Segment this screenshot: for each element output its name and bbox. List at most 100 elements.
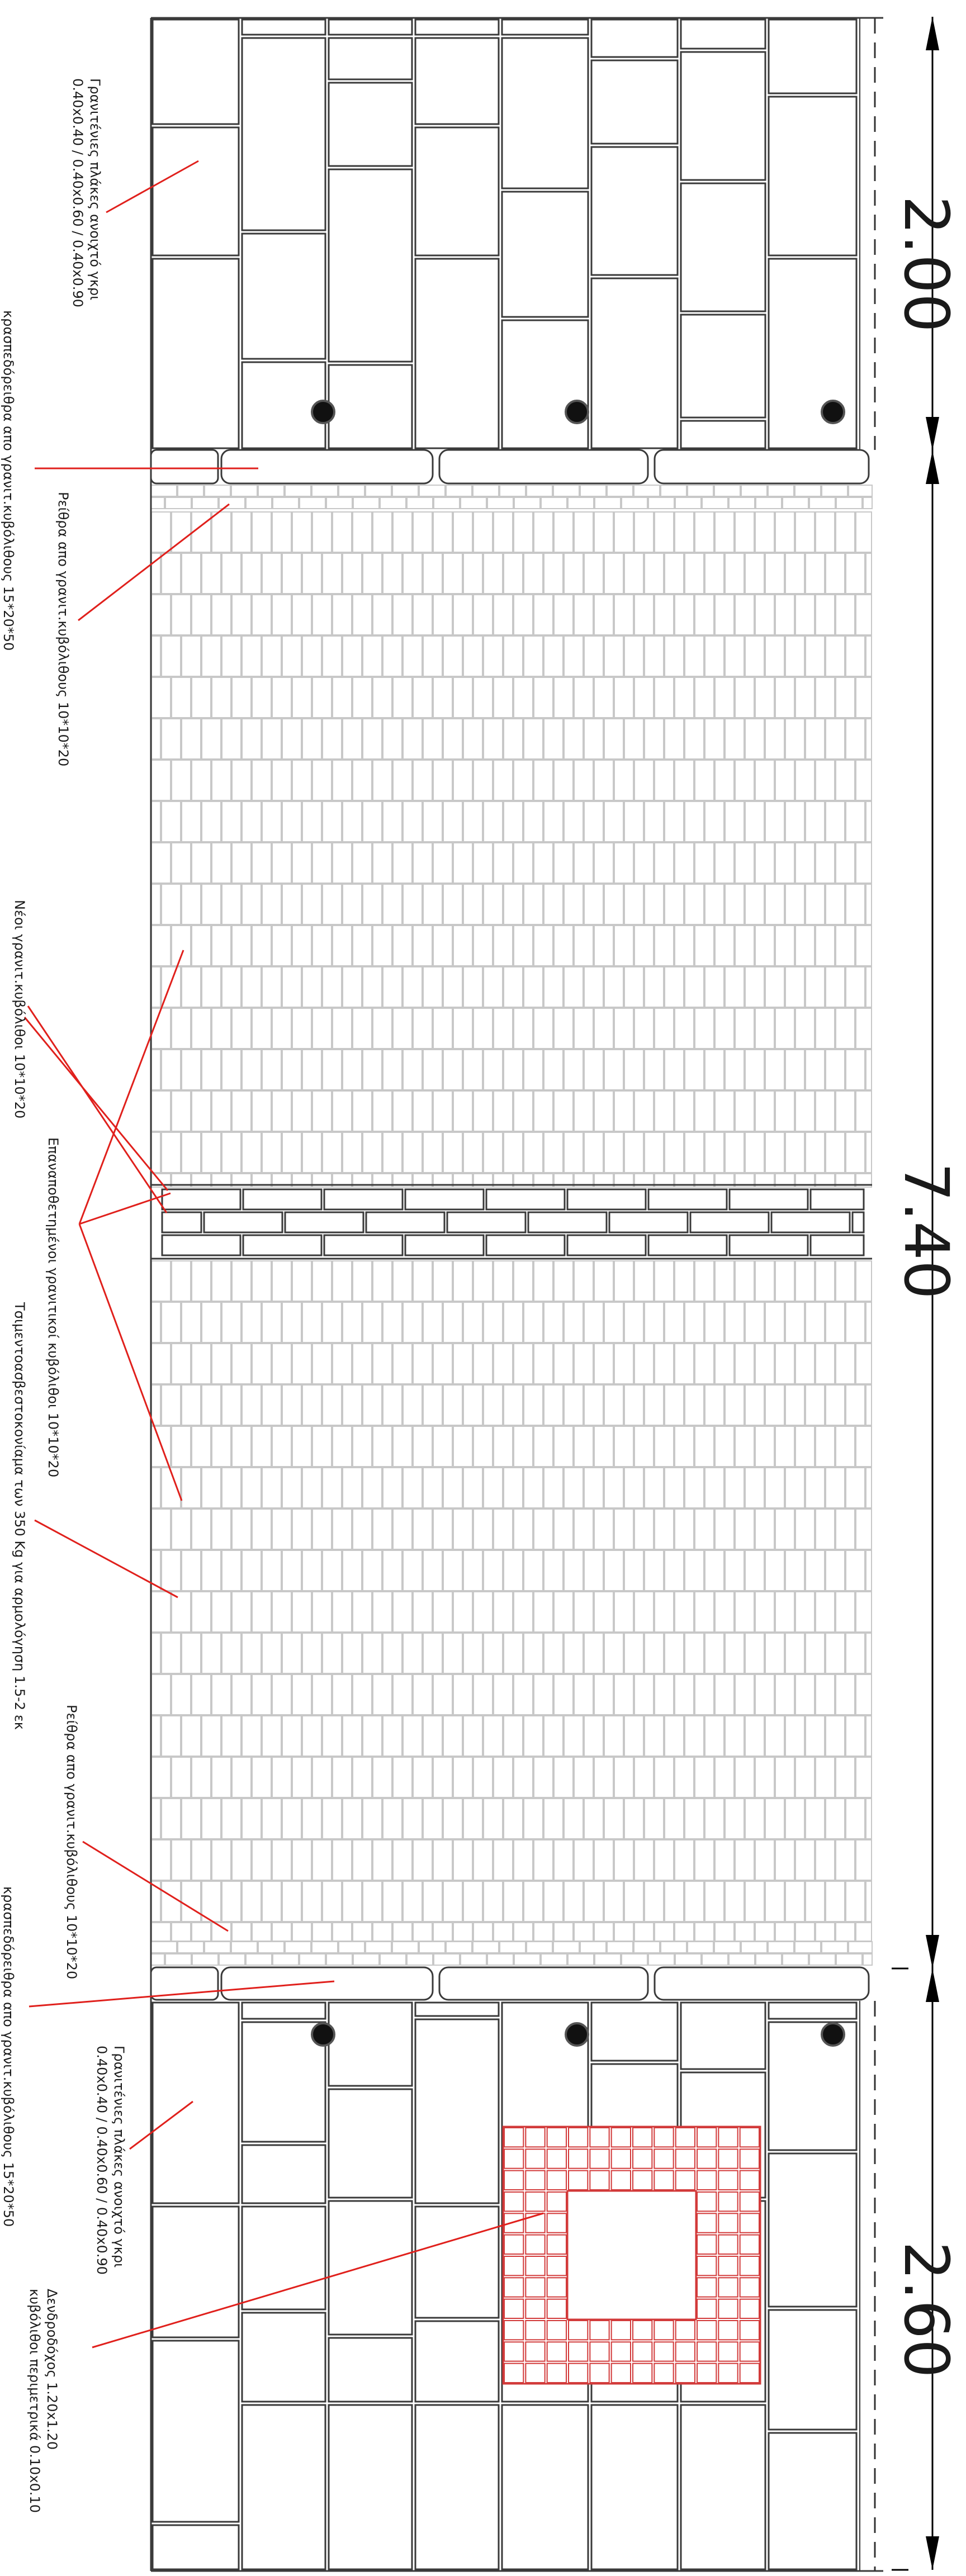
gutter-cobble <box>433 1953 460 1966</box>
road-cobble <box>795 925 815 966</box>
road-cobble <box>584 801 604 842</box>
road-cobble <box>493 1674 513 1715</box>
road-cobble <box>392 1343 413 1384</box>
road-cobble <box>543 884 564 925</box>
road-cobble <box>564 1384 584 1426</box>
road-cobble <box>775 1674 795 1715</box>
road-cobble <box>574 1426 594 1467</box>
road-cobble <box>845 884 865 925</box>
road-cobble <box>745 718 765 760</box>
road-cobble <box>795 1343 815 1384</box>
road-cobble <box>242 1132 262 1173</box>
road-cobble <box>181 553 201 594</box>
road-cobble <box>181 1132 201 1173</box>
road-cobble <box>775 1008 795 1049</box>
granite-slab <box>768 2309 858 2431</box>
road-cobble <box>231 760 252 801</box>
road-cobble <box>634 760 654 801</box>
road-cobble <box>201 1550 221 1591</box>
gutter-cobble <box>460 1953 487 1966</box>
road-cobble <box>342 1302 362 1343</box>
road-cobble <box>352 1508 372 1550</box>
road-cobble <box>775 677 795 718</box>
road-cobble <box>322 1132 342 1173</box>
road-cobble <box>513 1591 533 1633</box>
road-cobble <box>815 1343 835 1384</box>
tree-pit-cobble <box>739 2277 760 2298</box>
road-cobble <box>362 1715 382 1757</box>
road-cobble <box>865 1384 872 1426</box>
gutter-cobble <box>621 1953 648 1966</box>
road-cobble <box>845 1633 865 1674</box>
road-cobble <box>654 594 674 635</box>
road-cobble <box>755 1757 775 1798</box>
road-cobble <box>463 1881 483 1922</box>
road-cobble <box>272 842 292 884</box>
road-cobble <box>352 842 372 884</box>
road-cobble <box>785 1550 805 1591</box>
tree-pit-cobble <box>718 2148 738 2169</box>
granite-slab <box>414 2205 500 2319</box>
road-cobble <box>231 1090 252 1132</box>
center-band-cobble <box>242 1188 323 1211</box>
tree-pit-cobble <box>739 2213 760 2233</box>
road-cobble <box>402 1715 423 1757</box>
road-cobble <box>402 718 423 760</box>
tree-pit-cobble <box>504 2341 524 2362</box>
road-cobble <box>825 884 845 925</box>
gutter-cobble <box>299 1953 326 1966</box>
road-cobble <box>724 1881 745 1922</box>
road-cobble <box>805 1302 825 1343</box>
road-cobble <box>735 760 755 801</box>
road-cobble <box>594 1508 614 1550</box>
tree-pit-cobble <box>525 2191 546 2212</box>
road-cobble <box>312 1839 332 1881</box>
road-cobble <box>574 1591 594 1633</box>
gutter-cobble <box>809 1953 836 1966</box>
road-cobble <box>584 1049 604 1090</box>
kerb-stones-top <box>150 449 870 485</box>
road-cobble <box>674 760 694 801</box>
road-cobble <box>845 1132 865 1173</box>
tree-pit-cobble <box>610 2320 631 2341</box>
road-cobble <box>795 1426 815 1467</box>
road-cobble <box>352 1922 372 1942</box>
road-cobble <box>755 677 775 718</box>
road-cobble <box>624 1384 644 1426</box>
road-cobble <box>664 1384 684 1426</box>
road-cobble <box>402 884 423 925</box>
road-cobble <box>252 1426 272 1467</box>
road-cobble <box>342 1715 362 1757</box>
road-cobble <box>865 1633 872 1674</box>
road-cobble <box>302 718 322 760</box>
granite-slab <box>241 18 326 36</box>
road-cobble <box>815 842 835 884</box>
road-cobble <box>211 1508 231 1550</box>
road-cobble <box>664 1132 684 1173</box>
road-cobble <box>684 884 704 925</box>
road-cobble <box>171 1508 191 1550</box>
road-cobble <box>775 1090 795 1132</box>
road-cobble <box>513 760 533 801</box>
road-cobble <box>574 760 594 801</box>
road-cobble <box>151 677 171 718</box>
road-cobble <box>342 966 362 1008</box>
tree-pit-cobble <box>654 2127 674 2148</box>
road-cobble <box>654 1757 674 1798</box>
road-cobble <box>221 1715 242 1757</box>
road-cobble <box>453 1260 473 1302</box>
road-cobble <box>614 1426 634 1467</box>
tree-pit-cobble <box>675 2127 695 2148</box>
gutter-cobbles-bottom <box>150 1941 873 1966</box>
road-cobble <box>242 1881 262 1922</box>
gutter-cobble <box>741 1941 768 1953</box>
road-cobble <box>805 1550 825 1591</box>
granite-slab <box>590 2001 679 2062</box>
road-cobble <box>704 1715 724 1757</box>
tree-pit-cobble <box>697 2362 717 2383</box>
road-cobble <box>574 1839 594 1881</box>
road-cobble <box>724 801 745 842</box>
road-cobble <box>443 1049 463 1090</box>
road-cobble <box>724 1798 745 1839</box>
granite-slab <box>328 2200 413 2336</box>
